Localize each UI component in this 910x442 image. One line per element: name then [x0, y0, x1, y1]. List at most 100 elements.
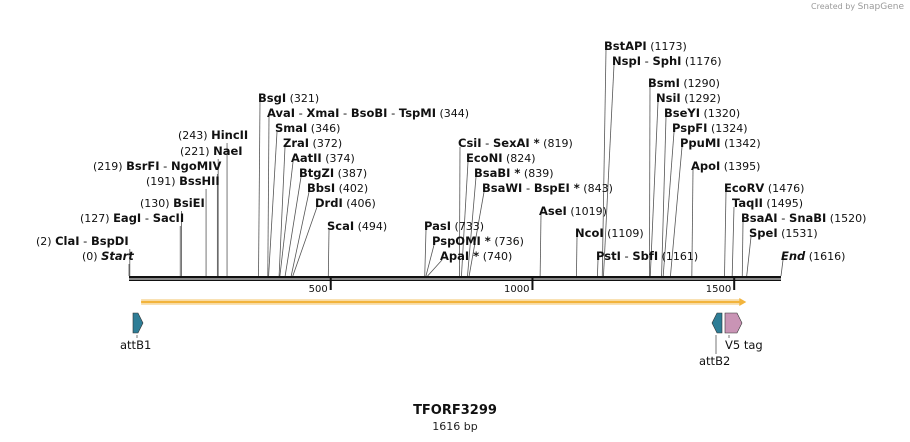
cut-site-position: (1395) — [720, 160, 760, 173]
cut-site-econi[interactable]: EcoNI (824) — [466, 151, 536, 165]
cut-site-start[interactable]: (0) Start — [82, 249, 134, 263]
cut-site-bsrfi[interactable]: (219) BsrFI - NgoMIV — [93, 159, 221, 173]
cut-site-nspi[interactable]: NspI - SphI (1176) — [612, 54, 722, 68]
cut-site-clai[interactable]: (2) ClaI - BspDI — [36, 234, 129, 248]
cut-site-bbsi[interactable]: BbsI (402) — [307, 181, 368, 195]
enzyme-name: BsgI — [258, 91, 286, 105]
cut-site-psti[interactable]: PstI - SbfI (1161) — [596, 249, 698, 263]
cut-site-bsawi[interactable]: BsaWI - BspEI * (843) — [482, 181, 613, 195]
cut-site-position: (1176) — [681, 55, 721, 68]
enzyme-name: BsrFI — [126, 159, 159, 173]
cut-site-position: (374) — [322, 152, 355, 165]
cut-line-spei — [746, 236, 752, 277]
cut-site-position: (1290) — [680, 77, 720, 90]
enzyme-name: SacII — [153, 211, 184, 225]
cut-line-aatii — [279, 161, 294, 277]
credit-brand: SnapGene — [857, 2, 904, 12]
enzyme-name: PpuMI — [680, 136, 721, 150]
cut-site-apai[interactable]: ApaI * (740) — [440, 249, 512, 263]
cut-line-bstapi — [601, 49, 607, 277]
enzyme-separator: - — [387, 106, 398, 120]
cut-site-bsmi[interactable]: BsmI (1290) — [648, 76, 720, 90]
cut-line-bsgi — [258, 101, 261, 277]
cut-site-ppumi[interactable]: PpuMI (1342) — [680, 136, 761, 150]
cut-site-ecorv[interactable]: EcoRV (1476) — [724, 181, 804, 195]
enzyme-separator: - — [641, 54, 652, 68]
enzyme-name: HincII — [211, 128, 248, 142]
map-title: TFORF3299 — [413, 403, 497, 418]
cut-site-aatii[interactable]: AatII (374) — [291, 151, 355, 165]
cut-site-position: (1531) — [778, 227, 818, 240]
cut-site-ncoi[interactable]: NcoI (1109) — [575, 226, 644, 240]
cut-line-pspomi — [425, 244, 435, 277]
cut-site-position: (736) — [491, 235, 524, 248]
cut-line-nsii — [649, 101, 659, 277]
enzyme-name: AseI — [539, 204, 567, 218]
cut-site-position: (321) — [286, 92, 319, 105]
enzyme-separator: - — [482, 136, 493, 150]
feature-attb1[interactable] — [132, 312, 144, 334]
enzyme-name: AvaI — [267, 106, 295, 120]
cut-site-position: (344) — [436, 107, 469, 120]
enzyme-name: BstAPI — [604, 39, 647, 53]
cut-site-end[interactable]: End (1616) — [781, 249, 845, 263]
feature-v5tag[interactable] — [724, 312, 743, 334]
cut-line-bsabi — [467, 176, 477, 277]
orf-arrowhead — [739, 298, 747, 306]
cut-line-bsmi — [649, 86, 651, 277]
cut-site-position: (191) — [146, 175, 179, 188]
cut-line-bseyi — [661, 116, 667, 277]
cut-site-naei[interactable]: (221) NaeI — [180, 144, 243, 158]
enzyme-name: SpeI — [749, 226, 778, 240]
cut-site-pspomi[interactable]: PspOMI * (736) — [432, 234, 524, 248]
cut-site-position: (1616) — [805, 250, 845, 263]
cut-line-econi — [461, 161, 469, 277]
cut-site-btgzi[interactable]: BtgZI (387) — [299, 166, 367, 180]
enzyme-name: AatII — [291, 151, 322, 165]
enzyme-name: XmaI — [307, 106, 340, 120]
cut-site-pspfi[interactable]: PspFI (1324) — [672, 121, 748, 135]
cut-site-position: (0) — [82, 250, 101, 263]
cut-site-spei[interactable]: SpeI (1531) — [749, 226, 818, 240]
cut-line-ppumi — [670, 146, 683, 277]
cut-line-bsawi — [468, 191, 485, 277]
cut-site-zrai[interactable]: ZraI (372) — [283, 136, 342, 150]
linear-map: 500 1000 1500 attB1 attB2 V5 tag (0) Start(2) … — [36, 39, 866, 368]
enzyme-name: PstI — [596, 249, 621, 263]
cut-line-pspfi — [662, 131, 675, 277]
cut-site-csii[interactable]: CsiI - SexAI * (819) — [458, 136, 573, 150]
cut-site-position: (1324) — [707, 122, 747, 135]
cut-site-drdi[interactable]: DrdI (406) — [315, 196, 376, 210]
cut-site-avai[interactable]: AvaI - XmaI - BsoBI - TspMI (344) — [267, 106, 469, 120]
enzyme-separator: - — [621, 249, 632, 263]
cut-line-apoi — [691, 169, 694, 277]
cut-site-asei[interactable]: AseI (1019) — [539, 204, 607, 218]
cut-site-position: (733) — [451, 220, 484, 233]
cut-site-nsii[interactable]: NsiI (1292) — [656, 91, 721, 105]
enzyme-name: SbfI — [632, 249, 658, 263]
cut-site-bsshii[interactable]: (191) BssHII — [146, 174, 220, 188]
cut-site-bsaai[interactable]: BsaAI - SnaBI (1520) — [741, 211, 866, 225]
cut-site-hincii[interactable]: (243) HincII — [178, 128, 248, 142]
cut-site-position: (1161) — [658, 250, 698, 263]
enzyme-separator: - — [160, 159, 171, 173]
cut-site-smai[interactable]: SmaI (346) — [275, 121, 340, 135]
cut-site-pasi[interactable]: PasI (733) — [424, 219, 484, 233]
cut-site-position: (740) — [479, 250, 512, 263]
cut-site-apoi[interactable]: ApoI (1395) — [691, 159, 760, 173]
cut-site-scai[interactable]: ScaI (494) — [327, 219, 387, 233]
cut-site-bsgi[interactable]: BsgI (321) — [258, 91, 319, 105]
cut-site-position: (1173) — [647, 40, 687, 53]
tick-label-1000: 1000 — [504, 284, 529, 295]
cut-site-taqii[interactable]: TaqII (1495) — [732, 196, 803, 210]
feature-attb2[interactable] — [711, 312, 723, 334]
enzyme-name: BtgZI — [299, 166, 334, 180]
cut-site-position: (387) — [334, 167, 367, 180]
cut-site-bsabi[interactable]: BsaBI * (839) — [474, 166, 554, 180]
cut-site-bsiei[interactable]: (130) BsiEI — [140, 196, 205, 210]
cut-site-eagi[interactable]: (127) EagI - SacII — [80, 211, 184, 225]
cut-site-bstapi[interactable]: BstAPI (1173) — [604, 39, 687, 53]
enzyme-name: NcoI — [575, 226, 604, 240]
enzyme-separator: - — [141, 211, 152, 225]
cut-site-bseyi[interactable]: BseYI (1320) — [664, 106, 740, 120]
